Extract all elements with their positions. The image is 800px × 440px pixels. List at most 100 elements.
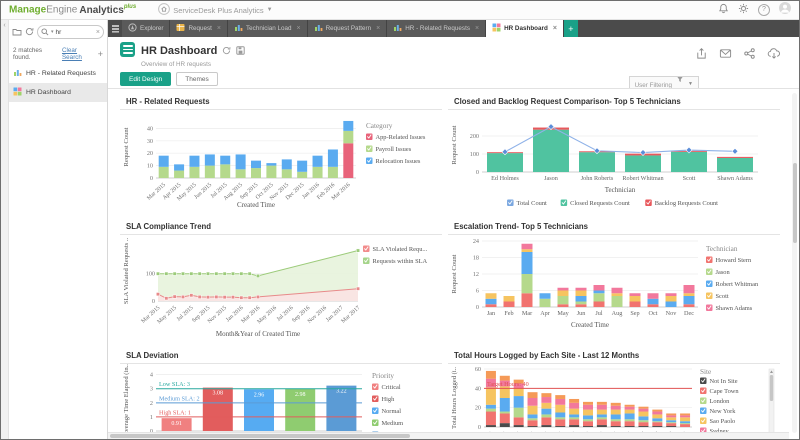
- gear-icon[interactable]: [738, 1, 749, 19]
- tab-request[interactable]: Request ×: [170, 20, 229, 37]
- workspace-selector[interactable]: ServiceDesk Plus Analytics ▼: [158, 3, 273, 17]
- edit-design-button[interactable]: Edit Design: [120, 72, 172, 86]
- svg-text:Payroll Issues: Payroll Issues: [376, 146, 412, 153]
- tab-close-icon[interactable]: ×: [376, 25, 381, 32]
- svg-text:Not In Site: Not In Site: [710, 378, 738, 385]
- tab-request-pattern[interactable]: Request Pattern ×: [307, 20, 388, 37]
- sidebar-list: HR - Related Requests HR Dashboard: [9, 64, 107, 102]
- svg-text:Technician: Technician: [605, 186, 636, 194]
- tab-close-icon[interactable]: ×: [296, 25, 301, 32]
- bell-icon[interactable]: [718, 1, 729, 19]
- export-icon[interactable]: [767, 47, 781, 65]
- refresh-icon[interactable]: [222, 42, 231, 60]
- svg-text:Jason: Jason: [544, 175, 558, 182]
- svg-text:6: 6: [476, 288, 479, 295]
- vertical-scrollbar-thumb[interactable]: [792, 163, 797, 243]
- refresh-list-icon[interactable]: [25, 23, 34, 41]
- save-icon[interactable]: [236, 42, 246, 60]
- help-icon[interactable]: ?: [758, 4, 770, 16]
- svg-text:Site: Site: [700, 368, 711, 376]
- svg-text:Ed Holmes: Ed Holmes: [491, 175, 519, 182]
- app-logo: ManageEngine Analyticsplus: [9, 4, 137, 16]
- svg-text:Dec: Dec: [684, 310, 694, 317]
- chart-canvas[interactable]: 0 100 SLA Violated Requests .. Month&Year o…: [120, 235, 440, 339]
- tabbar: Explorer Request × Technician Load × Request …: [108, 20, 799, 37]
- tab-hr-related-requests[interactable]: HR - Related Requests ×: [387, 20, 487, 37]
- chart-canvas[interactable]: 0 100 200 Request Count Technician Ed Holmes J…: [448, 110, 778, 210]
- search-scope-caret[interactable]: ▾: [51, 29, 54, 35]
- avatar[interactable]: [779, 1, 791, 19]
- svg-text:Total Hours Logged (i..: Total Hours Logged (i..: [451, 367, 458, 429]
- svg-text:Priority: Priority: [372, 372, 394, 380]
- chart-title: SLA Compliance Trend: [120, 220, 442, 235]
- svg-text:Month&Year of Created Time: Month&Year of Created Time: [216, 330, 300, 338]
- svg-text:Nov 2015: Nov 2015: [207, 305, 228, 325]
- topbar: ManageEngine Analyticsplus ServiceDesk Pl…: [1, 1, 799, 20]
- svg-text:3.22: 3.22: [336, 389, 347, 395]
- horizontal-scrollbar-thumb[interactable]: [110, 434, 410, 438]
- svg-text:SLA Violated Requests ..: SLA Violated Requests ..: [123, 237, 130, 304]
- vertical-scrollbar[interactable]: [792, 93, 797, 433]
- clear-input-icon[interactable]: ×: [95, 28, 100, 36]
- svg-text:24: 24: [473, 238, 479, 245]
- search-value: hr: [55, 28, 62, 36]
- user-filter-label: User Filtering: [634, 82, 673, 88]
- sidebar-item-hr-related-requests[interactable]: HR - Related Requests: [9, 64, 107, 83]
- tab-close-icon[interactable]: ×: [474, 25, 480, 32]
- chart-card: HR - Related Requests 0 10 20 30 40 Request Co…: [120, 95, 442, 215]
- sidebar-item-label: HR Dashboard: [26, 89, 71, 96]
- svg-text:Scott: Scott: [716, 293, 729, 300]
- user-filter-dropdown[interactable]: User Filtering ▼: [628, 76, 699, 88]
- sidebar-item-hr-dashboard[interactable]: HR Dashboard: [9, 83, 107, 102]
- chevron-down-icon: ▼: [266, 7, 273, 13]
- publish-icon[interactable]: [695, 47, 708, 65]
- tab-close-icon[interactable]: ×: [552, 25, 557, 32]
- chart-title: SLA Deviation: [120, 349, 442, 364]
- svg-text:App-Related Issues: App-Related Issues: [376, 134, 426, 141]
- svg-text:2: 2: [150, 400, 153, 407]
- clear-search-link[interactable]: Clear Search: [61, 47, 82, 61]
- svg-text:1: 1: [150, 414, 153, 421]
- tab-list-icon[interactable]: [108, 20, 122, 37]
- svg-text:Nov 2016: Nov 2016: [307, 305, 328, 325]
- new-tab-button[interactable]: +: [563, 20, 578, 37]
- folder-icon[interactable]: [12, 23, 22, 41]
- svg-text:Feb: Feb: [504, 310, 513, 317]
- tab-explorer[interactable]: Explorer: [122, 20, 171, 37]
- chart-title: Total Hours Logged by Each Site - Last 1…: [448, 349, 780, 364]
- svg-text:Sao Paolo: Sao Paolo: [710, 418, 736, 425]
- themes-button[interactable]: Themes: [176, 72, 218, 86]
- svg-text:0: 0: [476, 304, 479, 311]
- email-icon[interactable]: [719, 47, 732, 65]
- chevron-down-icon: ▼: [688, 81, 693, 87]
- add-icon[interactable]: +: [97, 49, 103, 59]
- horizontal-scrollbar[interactable]: [108, 432, 789, 439]
- chart-canvas[interactable]: 0 6 12 18 24 Request Count Created Time Jan Feb M…: [448, 235, 778, 339]
- svg-text:Shawn Adams: Shawn Adams: [716, 305, 753, 312]
- page-subtitle: Overview of HR requests: [141, 61, 211, 68]
- svg-text:Relocation Issues: Relocation Issues: [376, 158, 421, 165]
- svg-text:Mar: Mar: [522, 310, 532, 317]
- svg-text:Medium: Medium: [382, 420, 404, 427]
- chart-canvas[interactable]: 0 1 2 3 4 Average Time Elapsed (in.. Priority 0…: [120, 364, 440, 439]
- svg-text:Mar 2017: Mar 2017: [340, 305, 361, 325]
- svg-text:London: London: [710, 398, 731, 405]
- svg-text:High SLA: 1: High SLA: 1: [159, 409, 191, 416]
- tab-label: HR Dashboard: [504, 25, 548, 32]
- chart-icon: [314, 23, 323, 34]
- sidebar-collapse-handle[interactable]: ‹: [1, 20, 9, 439]
- search-input[interactable]: ▾ hr ×: [37, 25, 104, 39]
- tab-hr-dashboard[interactable]: HR Dashboard ×: [486, 20, 564, 37]
- svg-text:40: 40: [147, 125, 153, 132]
- dashboard-grid: HR - Related Requests 0 10 20 30 40 Request Co…: [120, 95, 799, 439]
- tab-close-icon[interactable]: ×: [216, 25, 222, 32]
- svg-text:Requests within SLA: Requests within SLA: [373, 258, 428, 265]
- svg-text:Critical: Critical: [382, 384, 401, 391]
- chart-card: Escalation Trend- Top 5 Technicians 0 6 12 1…: [448, 220, 780, 344]
- share-icon[interactable]: [743, 47, 756, 65]
- chart-title: HR - Related Requests: [120, 95, 442, 110]
- svg-text:May: May: [557, 310, 569, 317]
- tab-technician-load[interactable]: Technician Load ×: [228, 20, 308, 37]
